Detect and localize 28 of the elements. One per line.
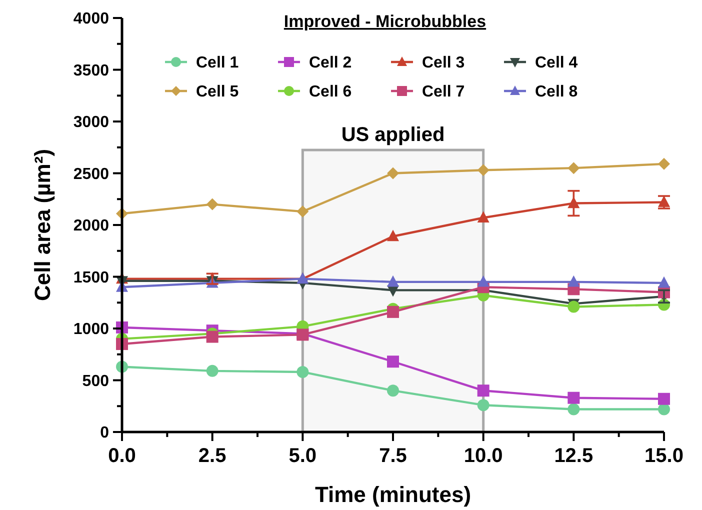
x-tick-label: 12.5 <box>554 445 594 467</box>
y-axis-title: Cell area (µm²) <box>30 148 55 302</box>
x-tick-label: 10.0 <box>464 445 503 467</box>
legend-label: Cell 7 <box>422 84 465 101</box>
band-label: US applied <box>341 124 445 146</box>
y-tick-label: 3500 <box>73 62 110 80</box>
y-tick-label: 4000 <box>73 10 110 28</box>
y-tick-label: 2500 <box>73 166 110 183</box>
y-tick-label: 0 <box>100 424 110 442</box>
x-tick-label: 2.5 <box>198 445 226 467</box>
legend-label: Cell 6 <box>309 84 352 101</box>
y-tick-label: 3000 <box>73 114 110 132</box>
legend-label: Cell 2 <box>309 54 352 72</box>
chart-title: Improved - Microbubbles <box>284 12 486 31</box>
legend-label: Cell 1 <box>196 54 239 72</box>
x-tick-label: 0.0 <box>108 445 136 467</box>
y-tick-label: 1500 <box>73 269 110 286</box>
x-axis-title: Time (minutes) <box>314 482 472 507</box>
legend-label: Cell 4 <box>535 54 578 72</box>
y-tick-label: 1000 <box>73 321 110 338</box>
x-tick-label: 5.0 <box>288 445 317 467</box>
x-tick-label: 7.5 <box>379 445 407 467</box>
legend-label: Cell 5 <box>196 84 239 101</box>
y-tick-label: 2000 <box>73 218 110 235</box>
x-tick-label: 15.0 <box>644 445 684 467</box>
legend-label: Cell 8 <box>535 84 578 101</box>
y-tick-label: 500 <box>82 372 110 390</box>
legend-label: Cell 3 <box>422 54 465 72</box>
